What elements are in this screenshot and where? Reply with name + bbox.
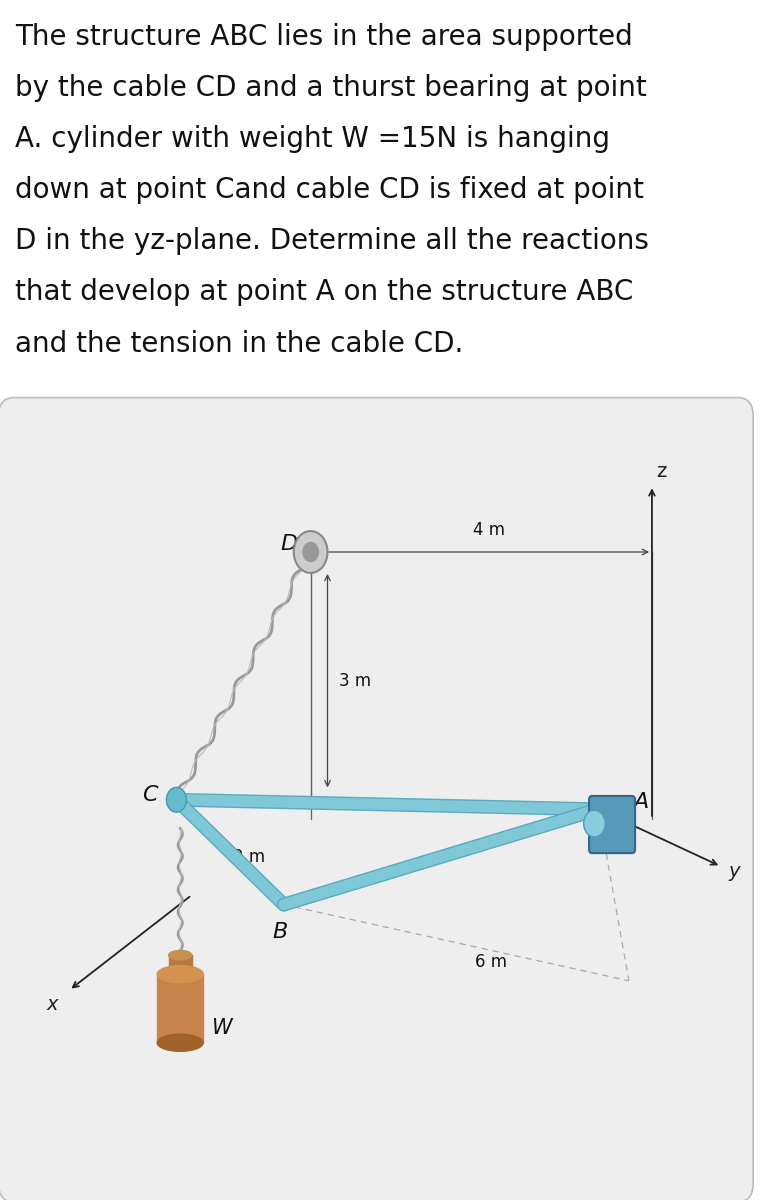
Text: 2 m: 2 m <box>233 847 265 865</box>
Ellipse shape <box>157 1034 203 1051</box>
Text: and the tension in the cable CD.: and the tension in the cable CD. <box>15 330 464 358</box>
Text: A: A <box>633 792 648 811</box>
Circle shape <box>294 532 328 572</box>
Ellipse shape <box>157 966 203 983</box>
Bar <box>169 955 192 974</box>
Text: 3 m: 3 m <box>339 672 371 690</box>
Text: A. cylinder with weight W =15N is hanging: A. cylinder with weight W =15N is hangin… <box>15 126 611 154</box>
Text: z: z <box>656 462 667 480</box>
Text: D: D <box>280 534 297 554</box>
Text: W: W <box>212 1019 233 1038</box>
FancyBboxPatch shape <box>589 796 635 853</box>
Text: by the cable CD and a thurst bearing at point: by the cable CD and a thurst bearing at … <box>15 74 647 102</box>
Text: D in the yz-plane. Determine all the reactions: D in the yz-plane. Determine all the rea… <box>15 228 649 256</box>
FancyBboxPatch shape <box>0 397 753 1200</box>
Text: 6 m: 6 m <box>475 953 507 971</box>
Text: 4 m: 4 m <box>473 521 505 539</box>
Text: x: x <box>46 995 58 1014</box>
Bar <box>157 974 203 1043</box>
Text: down at point Cand cable CD is fixed at point: down at point Cand cable CD is fixed at … <box>15 176 644 204</box>
Text: C: C <box>142 785 157 805</box>
Circle shape <box>303 542 318 562</box>
Ellipse shape <box>169 950 192 960</box>
Text: that develop at point A on the structure ABC: that develop at point A on the structure… <box>15 278 634 306</box>
Circle shape <box>166 787 186 812</box>
Text: The structure ABC lies in the area supported: The structure ABC lies in the area suppo… <box>15 23 633 52</box>
Circle shape <box>584 810 605 836</box>
Text: B: B <box>272 922 288 942</box>
Text: y: y <box>729 862 740 881</box>
